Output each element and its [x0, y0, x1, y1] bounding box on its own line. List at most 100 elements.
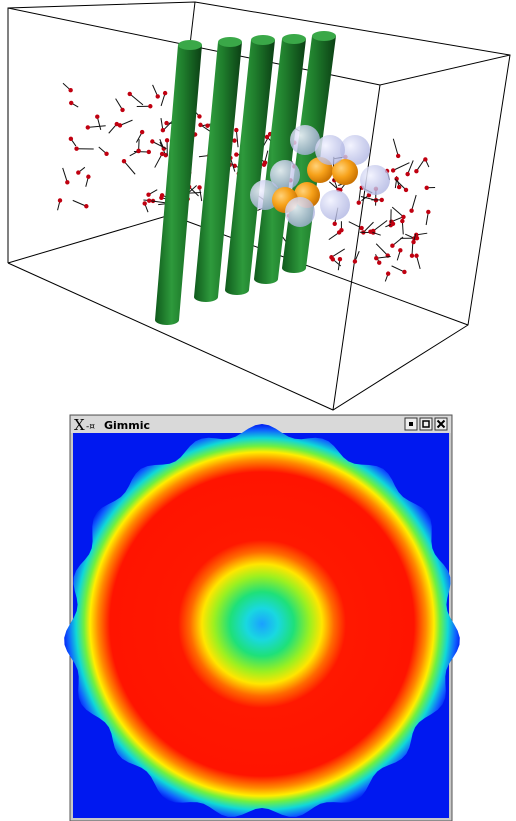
- particle: [122, 159, 126, 163]
- particle: [140, 130, 144, 134]
- particle: [164, 121, 168, 125]
- particle: [232, 138, 236, 142]
- logo-mark: -¤: [86, 422, 95, 432]
- particle: [58, 198, 62, 202]
- particle: [165, 138, 169, 142]
- cylinder-cap: [282, 34, 306, 44]
- particle: [68, 88, 72, 92]
- water-sphere: [320, 190, 350, 220]
- particle: [329, 255, 333, 259]
- velocity-arrow: [412, 195, 417, 211]
- velocity-arrow: [393, 139, 398, 156]
- particle: [405, 172, 409, 176]
- window-title: Gimmic: [104, 419, 150, 432]
- particle: [147, 150, 151, 154]
- velocity-arrow: [376, 244, 388, 256]
- maximize-button[interactable]: [420, 418, 432, 430]
- particle: [386, 271, 390, 275]
- particle: [148, 104, 152, 108]
- particle: [368, 229, 372, 233]
- particle: [390, 244, 394, 248]
- particle: [69, 101, 73, 105]
- particle: [410, 254, 414, 258]
- velocity-arrow: [63, 168, 68, 182]
- particle: [150, 139, 154, 143]
- particle: [69, 137, 73, 141]
- particle: [84, 204, 88, 208]
- particle: [414, 254, 418, 258]
- particle: [409, 209, 413, 213]
- particle: [136, 149, 140, 153]
- page: X -¤ Gimmic (() => { const data = JSON.p…: [0, 0, 516, 821]
- particle: [411, 240, 415, 244]
- particle: [391, 222, 395, 226]
- velocity-arrow: [236, 130, 238, 147]
- particle: [377, 261, 381, 265]
- cylinder-cap: [312, 31, 336, 41]
- particle: [391, 168, 395, 172]
- x-logo: X: [74, 416, 85, 434]
- cylinder-cap: [178, 40, 202, 50]
- velocity-arrow: [152, 142, 166, 149]
- velocity-arrow: [393, 163, 409, 171]
- particle: [128, 92, 132, 96]
- particle: [339, 228, 343, 232]
- window-buttons[interactable]: [405, 418, 447, 430]
- particle: [159, 196, 163, 200]
- velocity-arrow: [124, 161, 135, 174]
- scene: X -¤ Gimmic: [0, 0, 516, 821]
- particle: [398, 248, 402, 252]
- particle: [115, 122, 119, 126]
- particle: [401, 215, 405, 219]
- velocity-arrow: [130, 94, 143, 105]
- velocity-arrow: [359, 188, 361, 203]
- particle: [156, 94, 160, 98]
- cylinder-cap: [251, 35, 275, 45]
- particle: [265, 135, 269, 139]
- particle: [65, 180, 69, 184]
- velocity-arrow: [155, 154, 162, 168]
- particle: [76, 170, 80, 174]
- particle: [353, 259, 357, 263]
- particle: [402, 270, 406, 274]
- velocity-arrow: [88, 126, 106, 128]
- velocity-arrow: [392, 207, 403, 217]
- particle: [423, 157, 427, 161]
- particle: [234, 128, 238, 132]
- cylinder-cap: [218, 37, 242, 47]
- velocity-arrow: [73, 200, 87, 206]
- particle: [396, 154, 400, 158]
- particle: [86, 175, 90, 179]
- minimize-icon: [409, 422, 413, 426]
- particle: [357, 200, 361, 204]
- particle: [414, 169, 418, 173]
- particle: [400, 219, 404, 223]
- particle: [426, 210, 430, 214]
- particle: [197, 185, 201, 189]
- particle: [147, 198, 151, 202]
- particle: [146, 192, 150, 196]
- particle: [95, 115, 99, 119]
- particle: [425, 186, 429, 190]
- particle: [74, 147, 78, 151]
- particle: [359, 226, 363, 230]
- water-sphere: [360, 165, 390, 195]
- particle: [198, 123, 202, 127]
- water-sphere: [315, 135, 345, 165]
- particle: [163, 91, 167, 95]
- particle: [161, 128, 165, 132]
- water-sphere: [285, 197, 315, 227]
- particle: [234, 152, 238, 156]
- particle: [104, 152, 108, 156]
- particle: [397, 185, 401, 189]
- velocity-arrow: [331, 249, 344, 257]
- particle: [374, 256, 378, 260]
- particle: [333, 222, 337, 226]
- velocity-arrow: [373, 220, 387, 230]
- particle: [205, 124, 209, 128]
- particle: [86, 125, 90, 129]
- particle: [380, 198, 384, 202]
- particle: [120, 108, 124, 112]
- particle: [263, 160, 267, 164]
- particle: [338, 257, 342, 261]
